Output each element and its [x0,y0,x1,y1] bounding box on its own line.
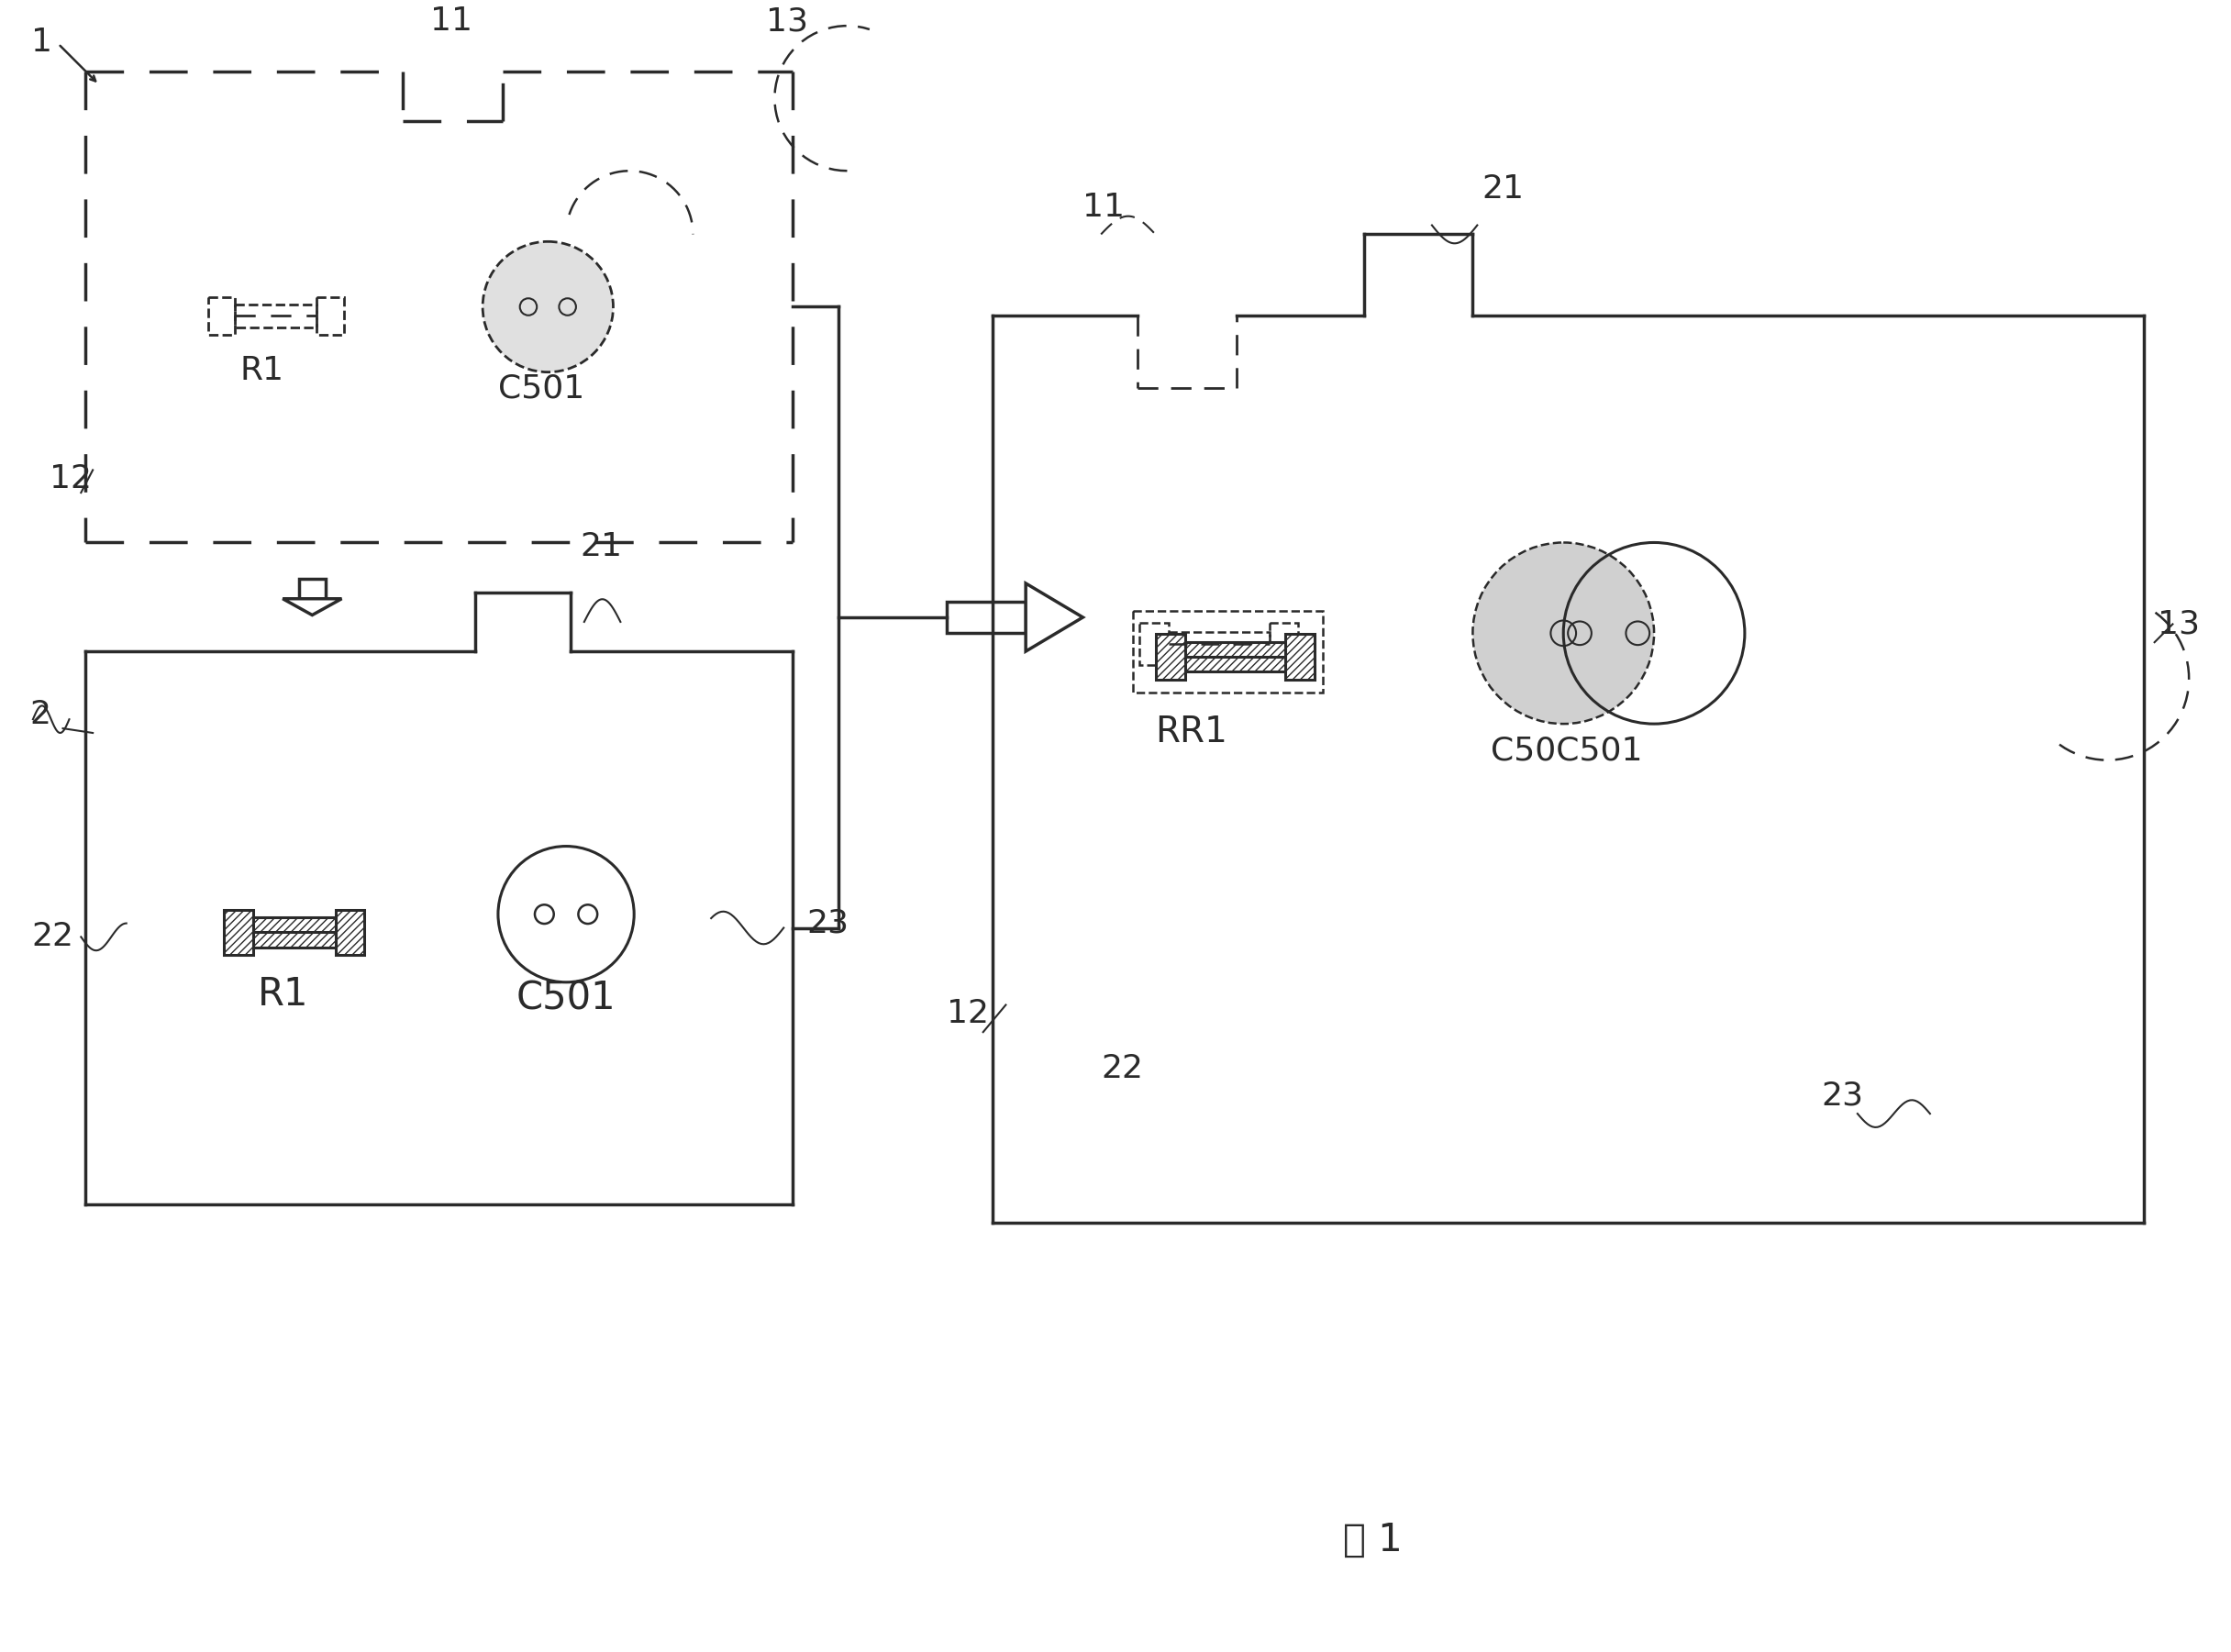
Text: 11: 11 [1082,192,1124,223]
Text: 22: 22 [1100,1052,1142,1084]
Bar [1269,623,1298,664]
Circle shape [482,241,614,372]
Text: C50C501: C50C501 [1490,735,1642,767]
Polygon shape [1026,583,1082,651]
Bar [1156,634,1185,679]
Text: 12: 12 [49,463,91,494]
Text: 11: 11 [431,5,473,36]
Circle shape [1472,542,1653,724]
Text: C501: C501 [515,980,616,1018]
Bar [223,910,252,955]
Bar [1133,611,1323,692]
Bar [335,910,364,955]
Bar [234,304,317,327]
Bar [252,917,335,947]
Text: 12: 12 [946,998,988,1029]
Bar [317,297,344,335]
Bar [299,578,326,598]
Text: 13: 13 [765,5,808,36]
Text: 2: 2 [29,699,51,730]
Text: 23: 23 [805,907,848,938]
Bar [1185,643,1285,671]
Text: 21: 21 [1481,173,1524,205]
Text: R1: R1 [259,975,308,1013]
Bar [1140,623,1169,664]
Text: C501: C501 [498,373,585,403]
Text: 图 1: 图 1 [1343,1520,1403,1559]
Bar [1285,634,1314,679]
Text: 22: 22 [31,922,74,952]
Text: 23: 23 [1820,1080,1863,1112]
Text: 13: 13 [2157,608,2200,639]
Text: 1: 1 [31,26,51,58]
Text: R1: R1 [239,355,283,387]
Text: RR1: RR1 [1156,714,1227,750]
Polygon shape [283,598,341,615]
Text: 21: 21 [580,532,622,563]
Bar [1169,631,1269,656]
Bar [207,297,234,335]
Bar [946,601,1026,633]
